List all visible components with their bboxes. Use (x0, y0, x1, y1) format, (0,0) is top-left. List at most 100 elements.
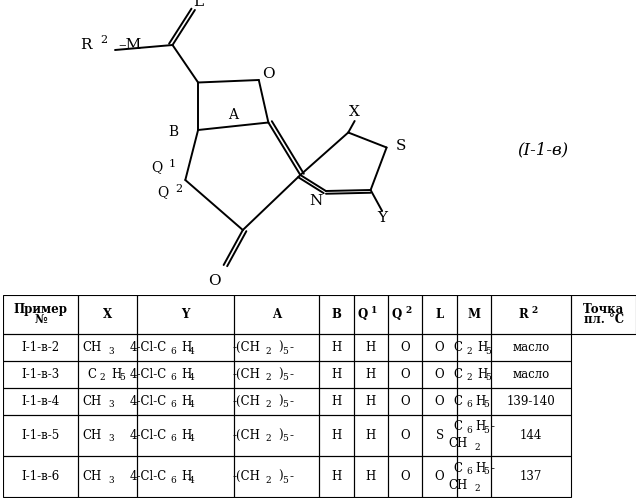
Bar (3, 361, 78, 388)
Text: -: - (289, 394, 293, 407)
Text: ): ) (278, 429, 282, 442)
Bar (234, 295, 320, 334)
Bar (422, 334, 457, 361)
Bar (320, 295, 354, 334)
Text: 5: 5 (282, 400, 288, 409)
Bar (491, 361, 571, 388)
Text: CH: CH (449, 479, 468, 492)
Text: 2: 2 (531, 306, 537, 314)
Text: H: H (332, 394, 342, 407)
Text: X: X (103, 308, 112, 321)
Text: O: O (401, 470, 410, 484)
Text: –M: –M (118, 38, 141, 52)
Text: 3: 3 (108, 476, 114, 485)
Bar (320, 414, 354, 456)
Text: 4: 4 (189, 476, 195, 485)
Bar (137, 388, 234, 414)
Bar (3, 388, 78, 414)
Text: 2: 2 (266, 400, 271, 409)
Bar (78, 456, 137, 498)
Bar (491, 334, 571, 361)
Text: 144: 144 (520, 429, 543, 442)
Bar (457, 456, 491, 498)
Text: 5: 5 (485, 346, 491, 356)
Text: C: C (454, 368, 463, 381)
Text: 5: 5 (282, 476, 288, 485)
Bar (78, 295, 137, 334)
Bar (491, 295, 571, 334)
Text: R: R (81, 38, 92, 52)
Bar (137, 414, 234, 456)
Text: 4: 4 (189, 400, 195, 409)
Bar (457, 361, 491, 388)
Text: 2: 2 (266, 346, 271, 356)
Text: CH: CH (82, 470, 102, 484)
Text: 5: 5 (119, 374, 125, 382)
Text: H: H (366, 429, 376, 442)
Text: 2: 2 (175, 184, 183, 194)
Text: 137: 137 (520, 470, 543, 484)
Text: M: M (467, 308, 481, 321)
Text: O: O (208, 274, 220, 288)
Text: H: H (332, 429, 342, 442)
Text: 5: 5 (282, 434, 288, 444)
Text: Y: Y (181, 308, 190, 321)
Text: -: - (289, 341, 293, 354)
Text: 3: 3 (108, 400, 114, 409)
Bar (78, 414, 137, 456)
Text: 5: 5 (484, 468, 489, 476)
Text: O: O (262, 67, 275, 81)
Bar (422, 414, 457, 456)
Bar (457, 295, 491, 334)
Text: L: L (435, 308, 443, 321)
Bar (388, 361, 422, 388)
Text: 2: 2 (474, 443, 480, 452)
Text: -(CH: -(CH (233, 470, 261, 484)
Bar (137, 456, 234, 498)
Text: O: O (401, 368, 410, 381)
Bar (388, 334, 422, 361)
Text: CH: CH (449, 438, 468, 450)
Text: H: H (366, 394, 376, 407)
Text: H: H (181, 368, 191, 381)
Text: (I-1-в): (I-1-в) (518, 142, 569, 158)
Bar (354, 295, 388, 334)
Text: I-1-в-6: I-1-в-6 (22, 470, 60, 484)
Bar (137, 334, 234, 361)
Text: Q: Q (157, 186, 169, 200)
Text: R: R (518, 308, 528, 321)
Text: Q: Q (392, 308, 402, 321)
Text: Y: Y (377, 210, 387, 224)
Text: 1: 1 (169, 159, 176, 169)
Text: №: № (35, 313, 47, 326)
Text: H: H (477, 341, 488, 354)
Text: H: H (477, 368, 488, 381)
Text: L: L (193, 0, 203, 10)
Text: масло: масло (512, 368, 550, 381)
Text: H: H (181, 394, 191, 407)
Text: H: H (366, 368, 376, 381)
Text: C: C (454, 420, 463, 434)
Text: 4-Cl-C: 4-Cl-C (129, 368, 167, 381)
Text: C: C (88, 368, 96, 381)
Text: Q: Q (358, 308, 368, 321)
Text: -(CH: -(CH (233, 341, 261, 354)
Text: C: C (454, 462, 463, 475)
Text: 2: 2 (405, 306, 412, 314)
Text: 4-Cl-C: 4-Cl-C (129, 470, 167, 484)
Text: O: O (435, 368, 444, 381)
Bar (457, 388, 491, 414)
Text: O: O (401, 429, 410, 442)
Text: O: O (435, 394, 444, 407)
Text: 2: 2 (266, 476, 271, 485)
Bar (354, 388, 388, 414)
Text: 2: 2 (466, 374, 472, 382)
Text: масло: масло (512, 341, 550, 354)
Bar (354, 334, 388, 361)
Bar (320, 334, 354, 361)
Text: H: H (332, 470, 342, 484)
Bar (78, 361, 137, 388)
Bar (234, 456, 320, 498)
Text: 5: 5 (282, 374, 288, 382)
Text: CH: CH (82, 341, 102, 354)
